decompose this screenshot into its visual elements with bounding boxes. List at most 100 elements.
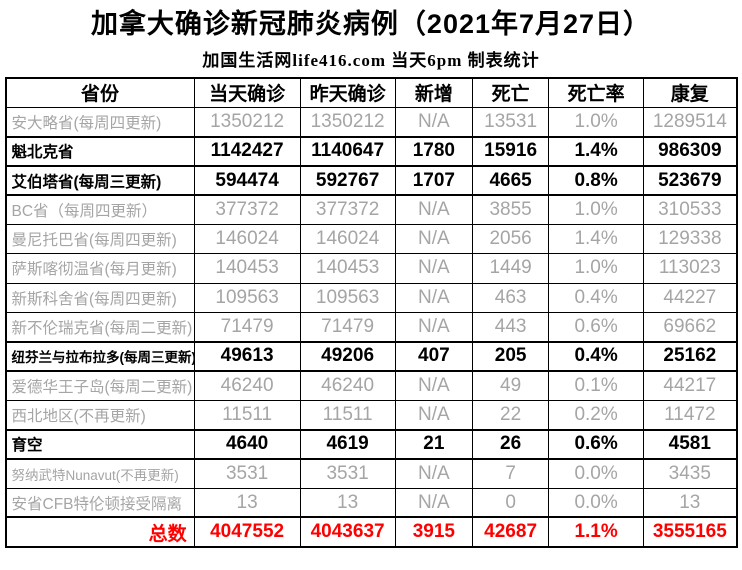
province-cell: 纽芬兰与拉布拉多(每周三更新) [5, 340, 195, 372]
value-cell: 1.0% [548, 253, 645, 284]
table-row: 萨斯喀彻温省(每月更新) 140453 140453 N/A 1449 1.0% 11302… [5, 253, 737, 284]
value-cell: 0 [472, 487, 550, 518]
value-cell: 0.8% [548, 164, 645, 197]
province-cell: 魁北克省 [5, 135, 195, 167]
column-header: 新增 [394, 77, 474, 108]
value-cell: N/A [394, 194, 474, 225]
value-cell: 1350212 [193, 106, 301, 138]
value-cell: 3915 [394, 516, 474, 548]
table-row: 新斯科舍省(每周四更新) 109563 109563 N/A 463 0.4% 44227 [5, 282, 737, 313]
table-row: BC省（每周四更新） 377372 377372 N/A 3855 1.0% 310533 [5, 194, 737, 225]
table-row: 纽芬兰与拉布拉多(每周三更新) 49613 49206 407 205 0.4% 25162 [5, 340, 737, 372]
value-cell: 0.0% [548, 487, 645, 518]
value-cell: N/A [394, 282, 474, 313]
value-cell: 3555165 [643, 516, 737, 548]
value-cell: N/A [394, 253, 474, 284]
value-cell: 986309 [643, 135, 737, 167]
value-cell: 13531 [472, 106, 550, 138]
value-cell: N/A [394, 311, 474, 343]
value-cell: 1.1% [548, 516, 645, 548]
value-cell: 4047552 [193, 516, 301, 548]
value-cell: 592767 [299, 164, 396, 197]
value-cell: 0.4% [548, 282, 645, 313]
province-cell: 西北地区(不再更新) [5, 399, 195, 431]
value-cell: 44217 [643, 370, 737, 401]
value-cell: 0.4% [548, 340, 645, 372]
value-cell: 13 [299, 487, 396, 518]
total-row: 总数 4047552 4043637 3915 42687 1.1% 3555165 [5, 516, 737, 548]
value-cell: 109563 [299, 282, 396, 313]
value-cell: 377372 [193, 194, 301, 225]
value-cell: 0.6% [548, 428, 645, 460]
value-cell: 49613 [193, 340, 301, 372]
value-cell: 4619 [299, 428, 396, 460]
value-cell: 44227 [643, 282, 737, 313]
value-cell: 13 [193, 487, 301, 518]
value-cell: 594474 [193, 164, 301, 197]
value-cell: 1.0% [548, 106, 645, 138]
value-cell: 140453 [193, 253, 301, 284]
province-cell: 曼尼托巴省(每周四更新) [5, 223, 195, 255]
table-row: 爱德华王子岛(每周二更新) 46240 46240 N/A 49 0.1% 44217 [5, 370, 737, 401]
value-cell: 140453 [299, 253, 396, 284]
column-header: 当天确诊 [193, 77, 301, 108]
column-header: 死亡率 [548, 77, 645, 108]
value-cell: 0.1% [548, 370, 645, 401]
value-cell: 1.0% [548, 194, 645, 225]
province-cell: 艾伯塔省(每周三更新) [5, 164, 195, 197]
value-cell: 1.4% [548, 135, 645, 167]
value-cell: 463 [472, 282, 550, 313]
value-cell: 25162 [643, 340, 737, 372]
province-cell: 新不伦瑞克省(每周二更新) [5, 311, 195, 343]
value-cell: 4665 [472, 164, 550, 197]
value-cell: 443 [472, 311, 550, 343]
value-cell: 71479 [193, 311, 301, 343]
province-cell: 努纳武特Nunavut(不再更新) [5, 458, 195, 489]
value-cell: 26 [472, 428, 550, 460]
province-cell: 新斯科舍省(每周四更新) [5, 282, 195, 313]
table-row: 安大略省(每周四更新) 1350212 1350212 N/A 13531 1.0% 128… [5, 106, 737, 138]
province-cell: 爱德华王子岛(每周二更新) [5, 370, 195, 401]
value-cell: 71479 [299, 311, 396, 343]
value-cell: 377372 [299, 194, 396, 225]
value-cell: 0.6% [548, 311, 645, 343]
table-row: 育空 4640 4619 21 26 0.6% 4581 [5, 428, 737, 460]
province-cell: 总数 [5, 516, 195, 548]
table-row: 魁北克省 1142427 1140647 1780 15916 1.4% 986309 [5, 135, 737, 167]
value-cell: 46240 [193, 370, 301, 401]
province-cell: 安大略省(每周四更新) [5, 106, 195, 138]
page-subtitle: 加国生活网life416.com 当天6pm 制表统计 [202, 51, 540, 70]
table-header: 省份 当天确诊 昨天确诊 新增 死亡 死亡率 康复 [5, 77, 737, 108]
column-header: 康复 [643, 77, 737, 108]
value-cell: 523679 [643, 164, 737, 197]
value-cell: 0.0% [548, 458, 645, 489]
value-cell: 3435 [643, 458, 737, 489]
value-cell: 109563 [193, 282, 301, 313]
value-cell: 11472 [643, 399, 737, 431]
table-row: 新不伦瑞克省(每周二更新) 71479 71479 N/A 443 0.6% 69662 [5, 311, 737, 343]
value-cell: 3531 [193, 458, 301, 489]
value-cell: 3531 [299, 458, 396, 489]
value-cell: 1707 [394, 164, 474, 197]
column-header: 昨天确诊 [299, 77, 396, 108]
value-cell: 1140647 [299, 135, 396, 167]
value-cell: 4043637 [299, 516, 396, 548]
column-header: 省份 [5, 77, 195, 108]
province-cell: BC省（每周四更新） [5, 194, 195, 225]
value-cell: N/A [394, 399, 474, 431]
value-cell: 407 [394, 340, 474, 372]
value-cell: 1449 [472, 253, 550, 284]
value-cell: 310533 [643, 194, 737, 225]
value-cell: 0.2% [548, 399, 645, 431]
table-row: 曼尼托巴省(每周四更新) 146024 146024 N/A 2056 1.4% 12933… [5, 223, 737, 255]
value-cell: 1289514 [643, 106, 737, 138]
value-cell: 7 [472, 458, 550, 489]
value-cell: 11511 [299, 399, 396, 431]
header-row: 省份 当天确诊 昨天确诊 新增 死亡 死亡率 康复 [5, 77, 737, 108]
value-cell: 13 [643, 487, 737, 518]
value-cell: 49206 [299, 340, 396, 372]
value-cell: 21 [394, 428, 474, 460]
province-cell: 安省CFB特伦顿接受隔离 [5, 487, 195, 518]
value-cell: 4640 [193, 428, 301, 460]
